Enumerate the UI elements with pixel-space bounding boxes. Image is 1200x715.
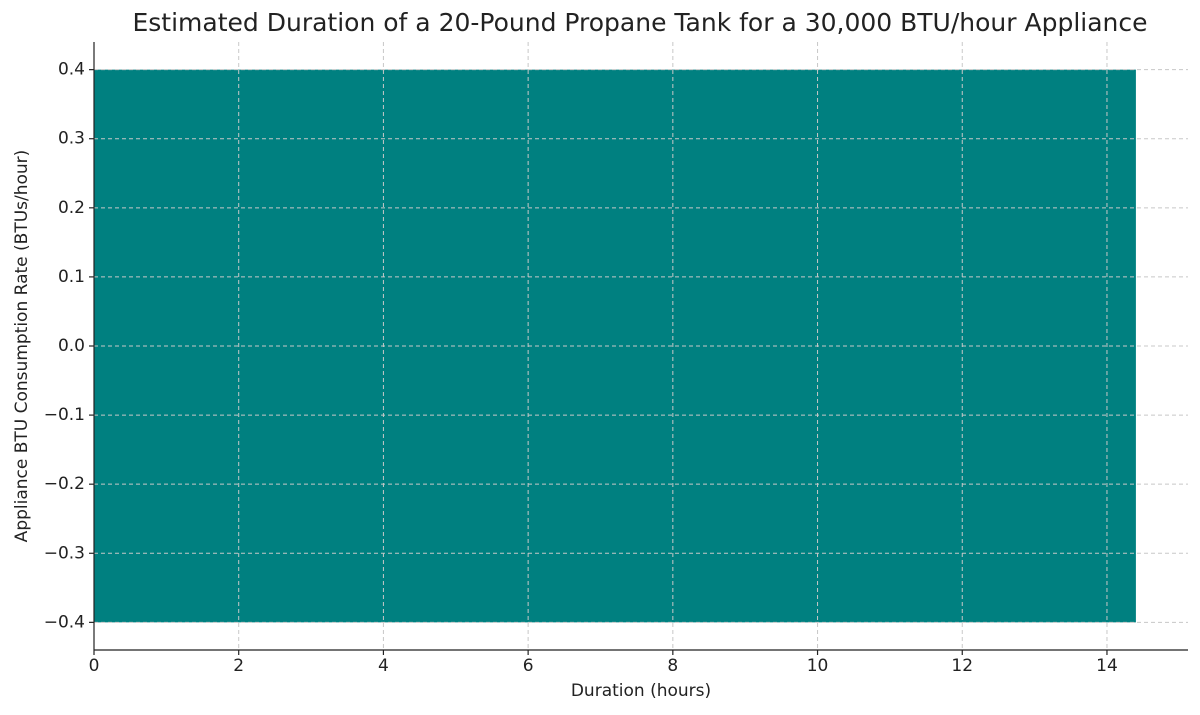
x-tick-label: 2 bbox=[233, 656, 244, 676]
y-tick-label: 0.0 bbox=[58, 336, 85, 356]
x-tick-label: 12 bbox=[951, 656, 973, 676]
x-axis-label: Duration (hours) bbox=[571, 681, 711, 701]
y-tick-label: −0.2 bbox=[44, 474, 85, 494]
x-tick-label: 4 bbox=[378, 656, 389, 676]
y-tick-label: 0.1 bbox=[58, 267, 85, 287]
y-tick-label: −0.3 bbox=[44, 543, 85, 563]
y-tick-label: −0.1 bbox=[44, 405, 85, 425]
y-tick-label: 0.3 bbox=[58, 129, 85, 149]
x-tick-label: 14 bbox=[1096, 656, 1118, 676]
y-tick-label: 0.4 bbox=[58, 60, 85, 80]
x-tick-label: 10 bbox=[807, 656, 829, 676]
x-tick-label: 0 bbox=[89, 656, 100, 676]
y-tick-label: 0.2 bbox=[58, 198, 85, 218]
y-axis-label: Appliance BTU Consumption Rate (BTUs/hou… bbox=[12, 150, 32, 543]
x-tick-label: 8 bbox=[667, 656, 678, 676]
chart-title: Estimated Duration of a 20-Pound Propane… bbox=[132, 8, 1147, 37]
y-tick-label: −0.4 bbox=[44, 612, 85, 632]
x-tick-label: 6 bbox=[523, 656, 534, 676]
